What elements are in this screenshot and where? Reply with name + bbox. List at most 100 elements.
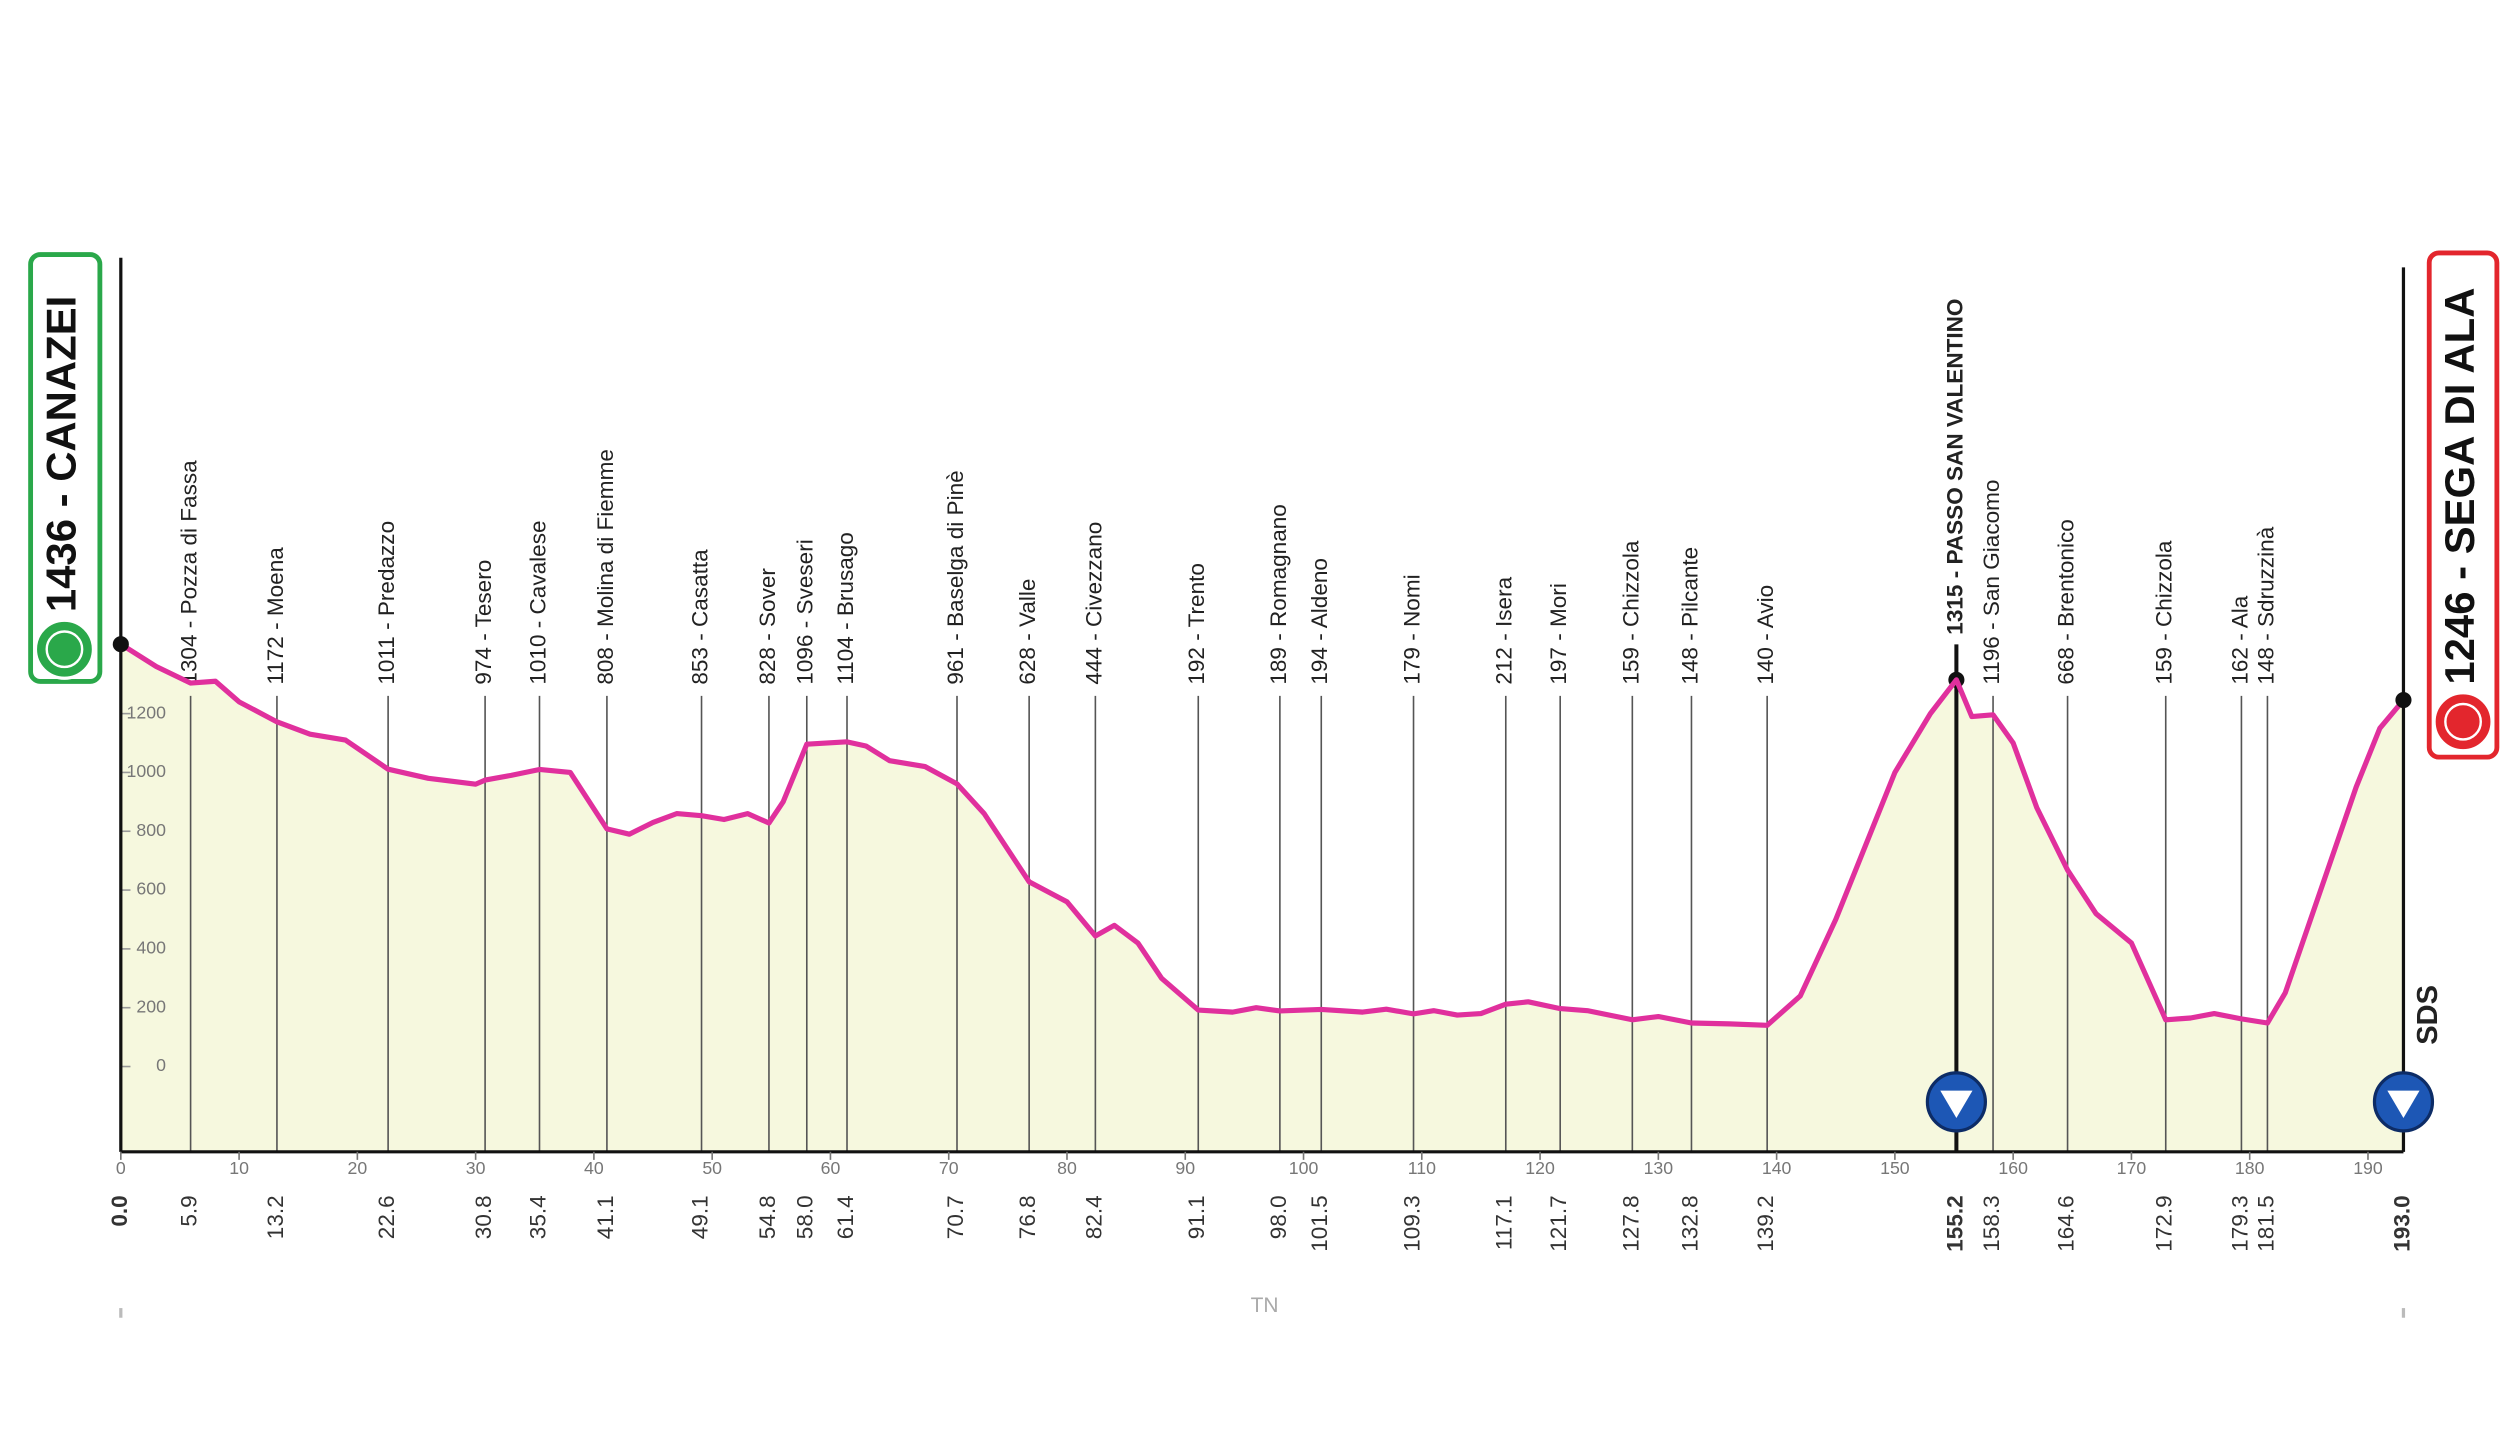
waypoint-km: 5.9: [177, 1195, 202, 1226]
finish-dot: [2395, 692, 2412, 709]
waypoint-km: 41.1: [593, 1195, 618, 1239]
y-tick-label: 1200: [127, 702, 167, 722]
start-label: 1436 - CANAZEI: [37, 296, 84, 612]
x-tick-label: 130: [1644, 1158, 1674, 1178]
decor: [28, 250, 2500, 1318]
waypoint-label: 1011 - Predazzo: [374, 521, 399, 685]
x-tick-label: 90: [1175, 1158, 1195, 1178]
waypoint-km: 98.0: [1266, 1195, 1291, 1239]
waypoint-label: 162 - Ala: [2227, 595, 2252, 684]
waypoint-km: 49.1: [687, 1195, 712, 1239]
x-tick-label: 50: [702, 1158, 722, 1178]
finish-icon-ring: [2444, 702, 2482, 741]
waypoint-label: 1010 - Cavalese: [525, 520, 550, 684]
finish-label: 1246 - SEGA DI ALA: [2436, 288, 2483, 685]
waypoint-km: 155.2: [1942, 1195, 1967, 1251]
waypoint-km: 91.1: [1184, 1195, 1209, 1239]
waypoint-km: 109.3: [1399, 1195, 1424, 1251]
waypoint-km: 121.7: [1546, 1195, 1571, 1251]
y-tick-label: 200: [136, 996, 166, 1016]
waypoint-label: 853 - Casatta: [687, 549, 712, 685]
waypoint-km: 70.7: [943, 1195, 968, 1239]
x-tick-label: 170: [2117, 1158, 2147, 1178]
waypoint-km: 179.3: [2227, 1195, 2252, 1251]
x-tick-label: 80: [1057, 1158, 1077, 1178]
waypoint-km: 22.6: [374, 1195, 399, 1239]
waypoint-label: 974 - Tesero: [471, 560, 496, 685]
x-tick-label: 180: [2235, 1158, 2265, 1178]
waypoint-km: 172.9: [2152, 1195, 2177, 1251]
x-tick-label: 30: [466, 1158, 486, 1178]
x-tick-label: 10: [229, 1158, 249, 1178]
y-tick-label: 400: [136, 938, 166, 958]
start-box: [28, 252, 103, 684]
waypoint-label: 828 - Sover: [755, 568, 780, 685]
profile-area: [120, 644, 2404, 1152]
waypoint-label: 808 - Molina di Fiemme: [593, 449, 618, 685]
x-tick-label: 40: [584, 1158, 604, 1178]
waypoint-label: 194 - Aldeno: [1307, 558, 1332, 685]
waypoint-km: 58.0: [793, 1195, 818, 1239]
profile-line: [119, 642, 2406, 1028]
gpm-triangle: [2387, 1090, 2420, 1118]
waypoint-km: 181.5: [2253, 1195, 2278, 1251]
waypoint-label: 159 - Chizzola: [2152, 540, 2177, 685]
waypoint-km: 132.8: [1677, 1195, 1702, 1251]
finish-box: [2426, 250, 2500, 760]
waypoint-km: 127.8: [1618, 1195, 1643, 1251]
waypoint-label: 179 - Nomi: [1399, 574, 1424, 684]
waypoint-label: 1304 - Pozza di Fassa: [177, 460, 202, 685]
x-tick-label: 150: [1880, 1158, 1910, 1178]
start-dot: [112, 636, 129, 653]
gpm-triangle: [1940, 1090, 1973, 1118]
waypoint-label: 628 - Valle: [1015, 579, 1040, 685]
x-tick-label: 160: [1998, 1158, 2028, 1178]
waypoint-label: 159 - Chizzola: [1618, 540, 1643, 685]
x-tick-label: 190: [2353, 1158, 2383, 1178]
x-tick-label: 70: [939, 1158, 959, 1178]
x-tick-label: 20: [348, 1158, 368, 1178]
waypoint-km: 13.2: [263, 1195, 288, 1239]
x-tick-label: 60: [821, 1158, 841, 1178]
waypoint-km: 101.5: [1307, 1195, 1332, 1251]
waypoint-label: 1172 - Moena: [263, 547, 288, 685]
waypoint-label: 668 - Brentonico: [2054, 519, 2079, 684]
start-icon: [33, 618, 96, 680]
finish-icon: [2432, 691, 2494, 753]
waypoint-label: 1104 - Brusago: [833, 532, 858, 685]
waypoint-km: 30.8: [471, 1195, 496, 1239]
x-tick-label: 140: [1762, 1158, 1792, 1178]
waypoint-km: 54.8: [755, 1195, 780, 1239]
start-km: 0.0: [107, 1195, 132, 1226]
waypoint-label: 1196 - San Giacomo: [1979, 480, 2004, 685]
x-tick-label: 110: [1408, 1158, 1436, 1178]
waypoint-label: 961 - Baselga di Pinè: [943, 470, 968, 684]
waypoint-km: 76.8: [1015, 1195, 1040, 1239]
waypoint-label: 148 - Sdruzzinà: [2253, 526, 2278, 684]
waypoint-label: 212 - Isera: [1492, 576, 1517, 684]
waypoint-label: 148 - Pilcante: [1677, 547, 1702, 685]
summit-label: 1315 - PASSO SAN VALENTINO: [1942, 299, 1967, 635]
waypoint-label: 444 - Civezzano: [1081, 522, 1106, 685]
y-tick-label: 600: [136, 879, 166, 899]
waypoint-label: 189 - Romagnano: [1266, 504, 1291, 685]
waypoint-km: 158.3: [1979, 1195, 2004, 1251]
region-label: TN: [1251, 1294, 1279, 1317]
x-tick-label: 0: [116, 1158, 126, 1178]
x-tick-label: 120: [1525, 1158, 1555, 1178]
waypoint-km: 61.4: [833, 1195, 858, 1239]
finish-km: 193.0: [2389, 1195, 2414, 1251]
y-tick-label: 0: [156, 1055, 166, 1075]
logo: SDS: [2412, 985, 2444, 1045]
y-tick-label: 1000: [127, 761, 167, 781]
x-tick-label: 100: [1289, 1158, 1319, 1178]
y-tick-label: 800: [136, 820, 166, 840]
waypoint-label: 1096 - Sveseri: [793, 539, 818, 684]
waypoint-km: 82.4: [1081, 1195, 1106, 1239]
waypoint-label: 192 - Trento: [1184, 563, 1209, 685]
waypoint-km: 35.4: [525, 1195, 550, 1239]
start-icon-ring: [45, 630, 84, 669]
waypoint-km: 117.1: [1492, 1195, 1517, 1250]
waypoint-km: 164.6: [2054, 1195, 2079, 1251]
